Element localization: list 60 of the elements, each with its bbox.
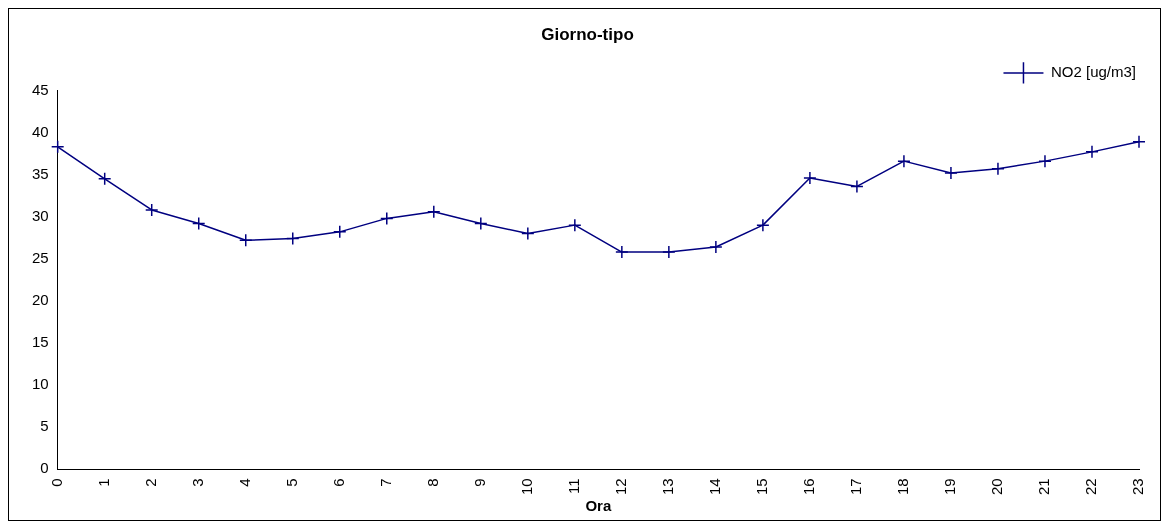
point bbox=[97, 172, 112, 186]
x-tick-label: 11 bbox=[564, 478, 582, 494]
point bbox=[897, 154, 911, 168]
point bbox=[286, 231, 300, 246]
y-tick-label: 5 bbox=[40, 417, 49, 435]
point bbox=[427, 204, 441, 219]
x-tick-label: 15 bbox=[753, 478, 771, 495]
x-tick-label: 5 bbox=[282, 478, 300, 487]
x-tick-label: 10 bbox=[517, 478, 535, 495]
y-tick-label: 35 bbox=[32, 164, 49, 182]
point bbox=[850, 179, 864, 194]
x-tick-label: 8 bbox=[423, 478, 441, 487]
point bbox=[521, 226, 535, 241]
legend-label: NO2 [ug/m3] bbox=[1050, 63, 1137, 81]
y-tick-label: 40 bbox=[32, 122, 49, 140]
x-tick-label: 19 bbox=[941, 478, 959, 495]
point bbox=[50, 140, 65, 154]
point bbox=[991, 161, 1005, 176]
y-tick-label: 45 bbox=[32, 80, 49, 98]
x-tick-label: 0 bbox=[47, 478, 65, 487]
point bbox=[1038, 154, 1052, 168]
x-tick-label: 16 bbox=[800, 478, 818, 495]
y-tick-label: 30 bbox=[32, 206, 49, 224]
x-tick-label: 22 bbox=[1082, 478, 1100, 495]
x-tick-label: 18 bbox=[894, 478, 912, 495]
x-tick-label: 20 bbox=[988, 478, 1006, 495]
point bbox=[333, 225, 347, 239]
point bbox=[944, 166, 958, 180]
point bbox=[144, 203, 159, 217]
point bbox=[474, 216, 488, 231]
point bbox=[1132, 135, 1146, 149]
x-tick-label: 9 bbox=[470, 478, 488, 487]
point bbox=[380, 211, 394, 226]
y-tick-label: 25 bbox=[32, 248, 49, 266]
x-tick-label: 3 bbox=[188, 478, 206, 487]
x-tick-label: 7 bbox=[376, 478, 394, 487]
x-tick-label: 13 bbox=[659, 478, 676, 495]
x-tick-label: 12 bbox=[611, 478, 629, 495]
x-tick-label: 6 bbox=[329, 478, 347, 487]
point bbox=[803, 171, 817, 185]
point bbox=[238, 233, 253, 248]
point bbox=[568, 218, 582, 232]
x-tick-label: 14 bbox=[706, 478, 724, 495]
x-tick-label: 21 bbox=[1035, 478, 1053, 495]
x-tick-label: 17 bbox=[847, 478, 865, 495]
point bbox=[662, 245, 676, 259]
x-tick-label: 1 bbox=[94, 478, 112, 487]
point bbox=[191, 216, 206, 231]
point bbox=[615, 245, 629, 259]
y-tick-label: 20 bbox=[32, 291, 49, 309]
y-tick-label: 15 bbox=[32, 333, 49, 351]
point bbox=[756, 218, 770, 232]
point bbox=[709, 240, 723, 254]
y-tick-label: 10 bbox=[32, 375, 49, 393]
x-tick-label: 4 bbox=[235, 478, 253, 487]
point bbox=[1085, 145, 1099, 159]
x-tick-label: 23 bbox=[1129, 478, 1147, 495]
chart-title: Giorno-tipo bbox=[541, 24, 634, 44]
x-axis-title: Ora bbox=[585, 497, 612, 515]
x-tick-label: 2 bbox=[141, 478, 159, 487]
